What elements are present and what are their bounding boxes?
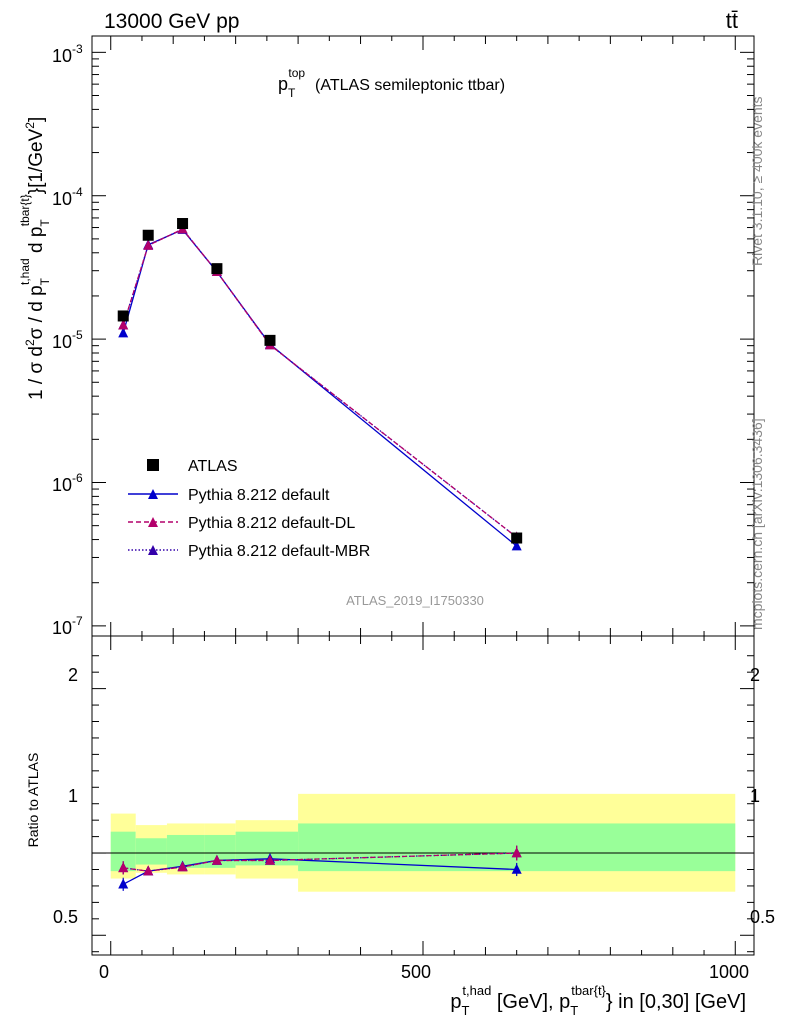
main-y-tick-labels: 10-3 10-4 10-5 10-6 10-7 [52,42,83,638]
ratio-ytick-label: 1 [68,786,78,806]
ratio-ytick-label-right: 1 [750,786,760,806]
legend-label-default-dl: Pythia 8.212 default-DL [188,515,355,532]
x-axis-label: pTt,had [GeV], pTtbar{t}} in [0,30] [GeV… [450,983,746,1018]
ytick-label: 10-7 [52,614,83,638]
ratio-series-group [118,845,522,891]
process-label: tt̄ [726,8,738,33]
svg-text:1 / σ d2σ / d pTt,had d pTtbar: 1 / σ d2σ / d pTt,had d pTtbar{t}}[1/GeV… [18,117,52,400]
ratio-ytick-label: 2 [68,665,78,685]
mcplots-label: mcplots.cern.ch [arXiv:1306.3436] [749,418,765,630]
ratio-uncertainty-bands [92,793,754,892]
ratio-marker [143,865,154,876]
ratio-y-axis-label: Ratio to ATLAS [25,753,41,848]
ratio-line-1 [123,852,517,872]
ratio-marker [177,861,188,872]
ytick-label: 10-5 [52,328,83,352]
analysis-id-label: ATLAS_2019_I1750330 [346,593,484,608]
ratio-band-green [135,838,167,865]
ratio-ytick-label-right: 2 [750,665,760,685]
ratio-band-green [166,834,205,868]
ratio-marker [511,847,522,858]
atlas-data-point [142,229,154,241]
ratio-marker [211,854,222,865]
xtick-label: 0 [99,962,109,982]
series-line-1 [122,228,518,538]
legend-label-default-mbr: Pythia 8.212 default-MBR [188,543,370,560]
rivet-label-group: Rivet 3.1.10, ≥ 400k events [749,96,765,266]
series-marker [511,540,522,551]
atlas-data-point [117,310,129,322]
main-title: pTtop(ATLAS semileptonic ttbar) [278,66,505,100]
legend-marker-atlas [147,459,159,471]
atlas-data-point [177,218,189,230]
xtick-label: 500 [401,962,431,982]
rivet-label: Rivet 3.1.10, ≥ 400k events [749,96,765,266]
ytick-label: 10-6 [52,471,83,495]
atlas-data-point [264,334,276,346]
ratio-y-axis-label-group: Ratio to ATLAS [25,753,41,848]
ratio-ytick-label: 0.5 [53,907,78,927]
legend-label-default: Pythia 8.212 default [188,487,330,504]
legend-marker-default-dl [148,517,158,527]
ratio-line-2 [123,852,517,872]
main-y-axis-label: 1 / σ d2σ / d pTt,had d pTtbar{t}}[1/GeV… [18,117,52,400]
series-line-2 [122,228,518,538]
series-marker [118,319,129,330]
energy-label: 13000 GeV pp [104,10,239,33]
xtick-label: 1000 [709,962,749,982]
ratio-marker [264,854,275,865]
main-axis-ticks [92,36,754,650]
ratio-ytick-label-right: 0.5 [750,907,775,927]
ratio-axis-ticks [92,655,754,955]
ratio-marker [511,863,522,874]
mcplots-label-group: mcplots.cern.ch [arXiv:1306.3436] [749,418,765,630]
series-marker [118,327,129,338]
atlas-data-point [211,263,223,275]
legend-label-atlas: ATLAS [188,458,238,475]
main-data-points [117,218,523,544]
ytick-label: 10-4 [52,185,83,209]
legend: ATLAS Pythia 8.212 default Pythia 8.212 … [128,458,370,560]
ratio-marker [118,878,129,889]
legend-marker-default [148,489,158,499]
series-marker [143,239,154,250]
ratio-marker [118,862,129,873]
ytick-label: 10-3 [52,42,83,66]
atlas-data-point [511,532,523,544]
legend-marker-default-mbr [148,545,158,555]
